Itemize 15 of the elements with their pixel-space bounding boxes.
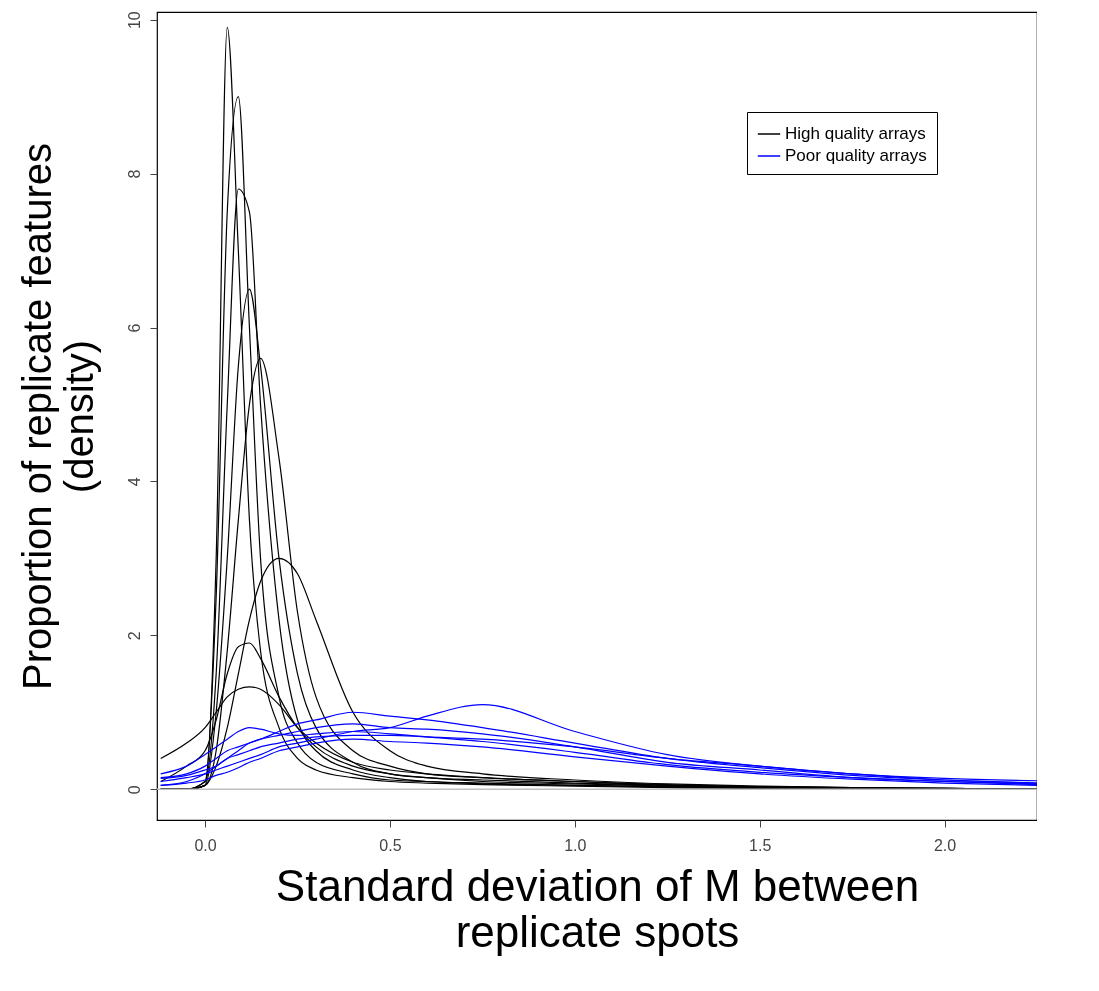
- y-tick-label: 6: [125, 323, 143, 333]
- x-tick-label: 0.5: [379, 836, 402, 854]
- x-tick-label: 2.0: [933, 836, 957, 854]
- y-axis-title: Proportion of replicate features (density): [14, 143, 101, 690]
- x-tick-label: 1.5: [749, 836, 772, 854]
- y-tick-label: 2: [125, 631, 143, 641]
- x-axis-title: Standard deviation of M between replicate spots: [275, 860, 920, 956]
- y-tick-label: 10: [125, 11, 143, 30]
- y-tick-label: 0: [125, 785, 143, 795]
- y-tick-label: 4: [125, 477, 143, 487]
- legend-label: Poor quality arrays: [785, 146, 927, 165]
- y-tick-label: 8: [125, 169, 143, 179]
- x-tick-label: 1.0: [564, 836, 587, 854]
- legend-label: High quality arrays: [785, 124, 926, 143]
- x-tick-label: 0.0: [194, 836, 217, 854]
